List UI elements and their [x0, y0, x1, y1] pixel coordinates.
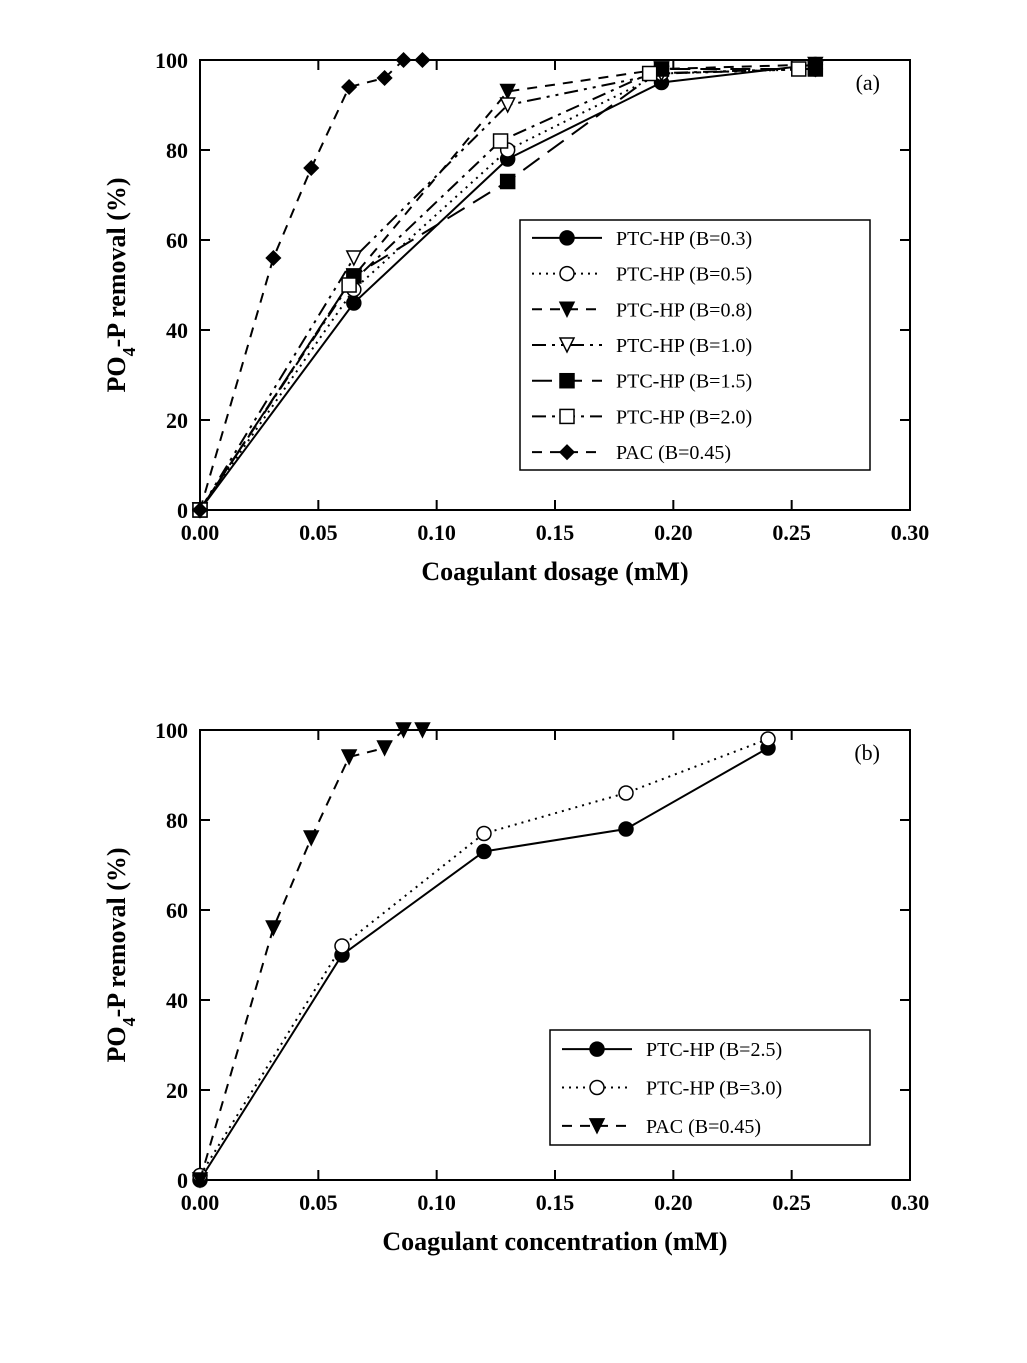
series-marker	[266, 251, 280, 265]
x-tick-label: 0.10	[417, 1190, 456, 1215]
y-tick-label: 20	[166, 408, 188, 433]
series-marker	[415, 53, 429, 67]
y-tick-label: 40	[166, 318, 188, 343]
x-tick-label: 0.15	[536, 520, 575, 545]
series-marker	[792, 62, 806, 76]
legend-marker	[590, 1081, 604, 1095]
legend-label: PTC-HP (B=0.8)	[616, 299, 752, 321]
series-marker	[342, 750, 356, 764]
x-tick-label: 0.00	[181, 520, 220, 545]
legend-marker	[560, 267, 574, 281]
y-tick-label: 100	[155, 48, 188, 73]
plot-border	[200, 730, 910, 1180]
x-tick-label: 0.25	[772, 520, 811, 545]
series-marker	[619, 786, 633, 800]
y-tick-label: 60	[166, 228, 188, 253]
series-marker	[477, 845, 491, 859]
series-marker	[347, 251, 361, 265]
series-marker	[494, 134, 508, 148]
y-axis-title: PO4-P removal (%)	[102, 177, 139, 392]
series-marker	[335, 939, 349, 953]
x-tick-label: 0.05	[299, 1190, 338, 1215]
y-tick-label: 0	[177, 498, 188, 523]
chart-a-panel: 0.00 0.05 0.10 0.15 0.20 0.25 0.30 0 20 40 60 80 100…	[80, 30, 940, 630]
panel-label: (a)	[856, 70, 880, 95]
legend-marker	[560, 231, 574, 245]
x-tick-label: 0.15	[536, 1190, 575, 1215]
panel-label: (b)	[854, 740, 880, 765]
legend-marker	[560, 374, 574, 388]
x-axis-title: Coagulant concentration (mM)	[382, 1227, 727, 1256]
series-line	[200, 60, 422, 510]
x-tick-label: 0.00	[181, 1190, 220, 1215]
series-marker	[643, 67, 657, 81]
legend-marker	[590, 1042, 604, 1056]
y-tick-label: 80	[166, 808, 188, 833]
y-tick-label: 80	[166, 138, 188, 163]
legend-label: PTC-HP (B=2.0)	[616, 406, 752, 428]
chart-a-svg: 0.00 0.05 0.10 0.15 0.20 0.25 0.30 0 20 40 60 80 100…	[80, 30, 940, 630]
legend-label: PTC-HP (B=3.0)	[646, 1078, 782, 1100]
plot-border	[200, 60, 910, 510]
x-tick-label: 0.25	[772, 1190, 811, 1215]
y-tick-label: 60	[166, 898, 188, 923]
legend-label: PTC-HP (B=1.5)	[616, 371, 752, 393]
series-marker	[761, 732, 775, 746]
legend-label: PAC (B=0.45)	[646, 1116, 761, 1138]
x-tick-label: 0.30	[891, 1190, 930, 1215]
legend-marker	[560, 445, 574, 459]
x-tick-label: 0.10	[417, 520, 456, 545]
series-marker	[378, 741, 392, 755]
series-marker	[342, 80, 356, 94]
chart-b-panel: 0.00 0.05 0.10 0.15 0.20 0.25 0.30 0 20 40 60 80 100…	[80, 700, 940, 1300]
x-tick-label: 0.20	[654, 520, 693, 545]
series-line	[200, 739, 768, 1176]
series-marker	[619, 822, 633, 836]
series-marker	[266, 921, 280, 935]
series-marker	[304, 161, 318, 175]
legend-label: PAC (B=0.45)	[616, 442, 731, 464]
x-tick-label: 0.05	[299, 520, 338, 545]
series-marker	[304, 831, 318, 845]
chart-b-svg: 0.00 0.05 0.10 0.15 0.20 0.25 0.30 0 20 40 60 80 100…	[80, 700, 940, 1300]
x-tick-label: 0.20	[654, 1190, 693, 1215]
y-tick-label: 100	[155, 718, 188, 743]
legend-marker	[560, 409, 574, 423]
y-axis-title: PO4-P removal (%)	[102, 847, 139, 1062]
series-marker	[342, 278, 356, 292]
series-marker	[808, 62, 822, 76]
legend-label: PTC-HP (B=2.5)	[646, 1039, 782, 1061]
legend-label: PTC-HP (B=0.5)	[616, 264, 752, 286]
x-axis-title: Coagulant dosage (mM)	[421, 557, 688, 586]
series-marker	[477, 827, 491, 841]
legend-label: PTC-HP (B=1.0)	[616, 335, 752, 357]
legend-label: PTC-HP (B=0.3)	[616, 228, 752, 250]
series-line	[200, 730, 422, 1180]
series-marker	[501, 175, 515, 189]
y-tick-label: 0	[177, 1168, 188, 1193]
y-tick-label: 20	[166, 1078, 188, 1103]
x-tick-label: 0.30	[891, 520, 930, 545]
y-tick-label: 40	[166, 988, 188, 1013]
